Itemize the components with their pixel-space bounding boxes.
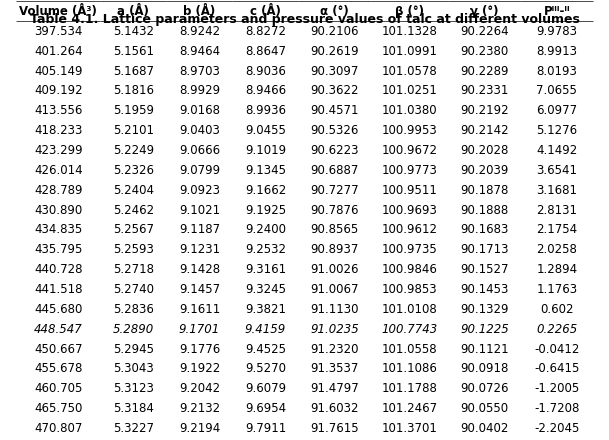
Text: Table 4.1. Lattice parameters and pressure values of talc at different volumes: Table 4.1. Lattice parameters and pressu… [30,13,579,26]
